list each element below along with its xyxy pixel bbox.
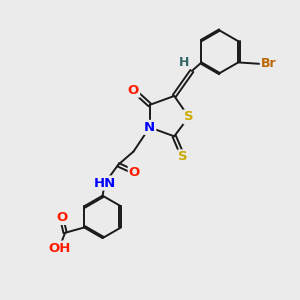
Text: O: O (128, 84, 139, 97)
Text: S: S (178, 150, 188, 164)
Text: N: N (144, 121, 155, 134)
Text: HN: HN (94, 176, 116, 190)
Text: Br: Br (261, 57, 276, 70)
Text: H: H (178, 56, 189, 69)
Text: O: O (129, 166, 140, 178)
Text: OH: OH (48, 242, 70, 255)
Text: S: S (184, 110, 194, 123)
Text: O: O (56, 211, 67, 224)
